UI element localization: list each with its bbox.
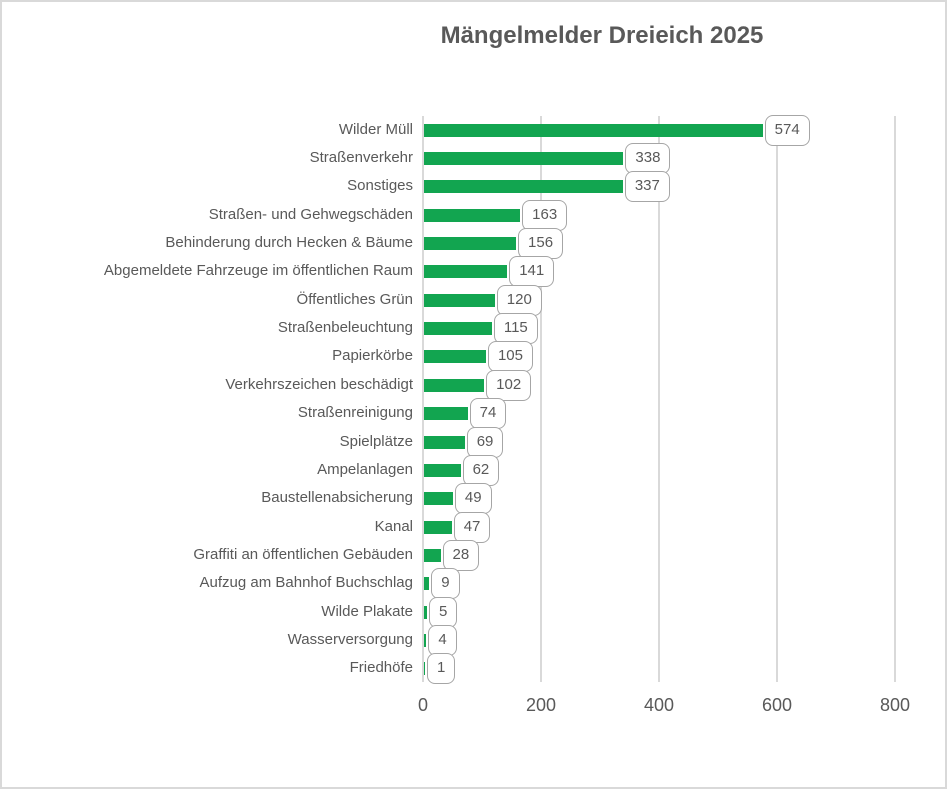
value-callout: 338 [625, 143, 671, 175]
x-tick-label: 800 [879, 695, 911, 715]
category-label: Kanal [374, 517, 413, 535]
category-label: Graffiti an öffentlichen Gebäuden [193, 545, 413, 563]
value-callout: 69 [466, 426, 504, 458]
bar [424, 180, 623, 194]
value-callout: 28 [442, 539, 480, 571]
value-callout: 163 [522, 199, 568, 231]
value-callout: 120 [496, 284, 542, 316]
x-tick-label: 0 [417, 695, 429, 715]
category-label: Spielplätze [339, 432, 413, 450]
bar [424, 293, 495, 307]
bar [424, 633, 427, 647]
category-label: Aufzug am Bahnhof Buchschlag [199, 574, 413, 592]
value-callout: 4 [428, 624, 457, 656]
value-callout: 1 [427, 653, 456, 685]
bar [424, 407, 468, 421]
bar [424, 605, 427, 619]
category-label: Wasserversorgung [287, 630, 413, 648]
category-label: Wilder Müll [338, 120, 413, 138]
bar [424, 237, 517, 251]
category-label: Behinderung durch Hecken & Bäume [165, 234, 413, 252]
x-tick-label: 600 [761, 695, 793, 715]
value-callout: 47 [453, 511, 491, 543]
gridline [894, 116, 896, 682]
bar [424, 378, 485, 392]
value-callout: 115 [493, 313, 538, 345]
bar [424, 492, 453, 506]
bar [424, 265, 508, 279]
category-label: Straßenverkehr [309, 149, 413, 167]
category-label: Öffentliches Grün [296, 290, 413, 308]
bar [424, 548, 441, 562]
category-label: Wilde Plakate [321, 602, 413, 620]
bar [424, 463, 461, 477]
bar [424, 152, 624, 166]
bar [424, 208, 521, 222]
value-callout: 574 [764, 114, 810, 146]
x-tick-label: 400 [643, 695, 675, 715]
value-callout: 49 [454, 483, 492, 515]
bar [424, 662, 425, 676]
value-callout: 62 [462, 454, 500, 486]
y-axis-line [422, 116, 424, 682]
value-callout: 9 [431, 568, 460, 600]
bar [424, 350, 486, 364]
category-label: Verkehrszeichen beschädigt [225, 375, 413, 393]
category-label: Ampelanlagen [317, 460, 413, 478]
gridline [776, 116, 778, 682]
category-label: Sonstiges [347, 177, 413, 195]
value-callout: 74 [469, 398, 507, 430]
chart-title: Mängelmelder Dreieich 2025 [440, 22, 764, 49]
bar [424, 577, 430, 591]
value-callout: 141 [509, 256, 555, 288]
bar [424, 435, 465, 449]
value-callout: 337 [624, 171, 670, 203]
category-label: Straßen- und Gehwegschäden [208, 205, 413, 223]
bar [424, 123, 763, 137]
category-label: Papierkörbe [332, 347, 413, 365]
value-callout: 156 [518, 228, 564, 260]
value-callout: 105 [487, 341, 533, 373]
gridline [658, 116, 660, 682]
category-label: Straßenreinigung [297, 404, 413, 422]
category-label: Baustellenabsicherung [261, 489, 413, 507]
bar [424, 322, 492, 336]
category-label: Straßenbeleuchtung [277, 319, 413, 337]
bar [424, 520, 452, 534]
category-label: Abgemeldete Fahrzeuge im öffentlichen Ra… [103, 262, 413, 280]
gridline [540, 116, 542, 682]
value-callout: 5 [428, 596, 458, 628]
value-callout: 102 [486, 369, 532, 401]
x-tick-label: 200 [525, 695, 557, 715]
category-label: Friedhöfe [349, 659, 413, 677]
